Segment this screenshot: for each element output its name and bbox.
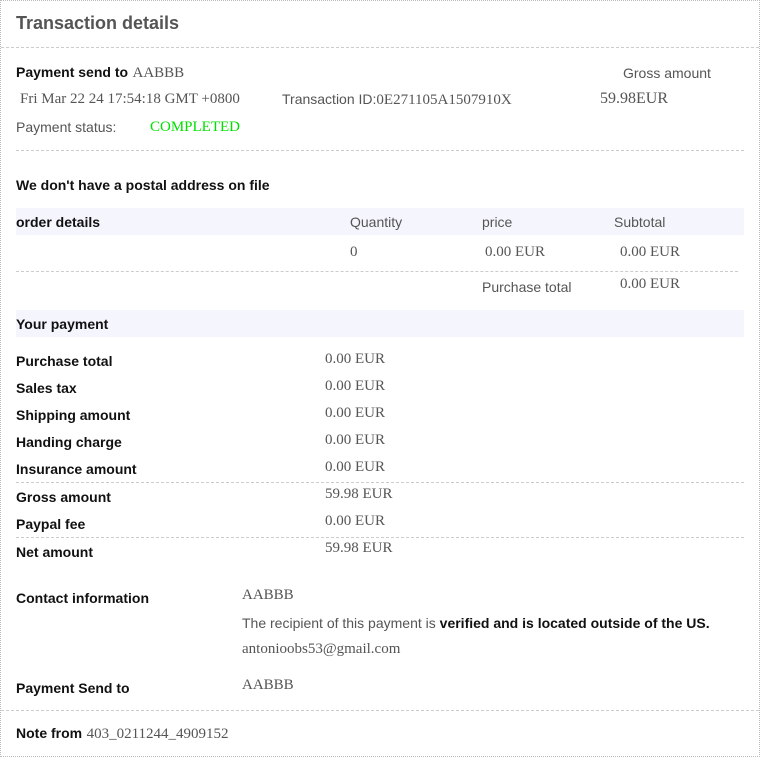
payment-row-value: 59.98 EUR	[325, 486, 393, 502]
send-to-label: Payment send to	[16, 64, 129, 80]
purchase-total-value: 0.00 EUR	[620, 276, 680, 292]
payment-row-label: Sales tax	[16, 380, 77, 396]
payment-row-label: Paypal fee	[16, 516, 86, 532]
note-from: Note from 403_0211244_4909152	[16, 725, 229, 743]
payment-row-value: 59.98 EUR	[325, 540, 393, 556]
payment-row-label: Insurance amount	[16, 461, 137, 477]
payment-row-value: 0.00 EUR	[325, 378, 385, 394]
order-header-details: order details	[16, 214, 101, 230]
send-to-value: AABBB	[132, 65, 185, 81]
payment-status-badge: COMPLETED	[150, 119, 240, 135]
transaction-date: Fri Mar 22 24 17:54:18 GMT +0800	[20, 91, 240, 107]
order-subtotal: 0.00 EUR	[620, 244, 680, 260]
payment-row-value: 0.00 EUR	[325, 432, 385, 448]
order-header-quantity: Quantity	[350, 214, 403, 230]
payment-send-to: Payment send to AABBB	[16, 64, 184, 82]
payment-send-to-label: Payment Send to	[16, 680, 130, 696]
payment-row-label: Gross amount	[16, 489, 111, 505]
gross-amount-value: 59.98EUR	[600, 90, 668, 107]
recipient-verification-notice: The recipient of this payment is verifie…	[242, 615, 710, 631]
divider	[16, 482, 744, 483]
payment-row-label: Purchase total	[16, 353, 113, 369]
order-header	[16, 208, 744, 235]
your-payment-header	[16, 310, 744, 337]
payment-row-value: 0.00 EUR	[325, 459, 385, 475]
transaction-id: Transaction ID:0E271105A1507910X	[282, 91, 512, 109]
order-price: 0.00 EUR	[485, 244, 545, 260]
contact-information-label: Contact information	[16, 590, 149, 606]
payment-row-label: Handing charge	[16, 434, 122, 450]
payment-status-label: Payment status:	[16, 119, 117, 135]
gross-amount-label: Gross amount	[623, 65, 711, 81]
order-header-subtotal: Subtotal	[614, 214, 666, 230]
payment-send-to-value: AABBB	[242, 677, 294, 693]
notice-bold: verified and is located outside of the U…	[439, 615, 710, 631]
note-from-label: Note from	[16, 725, 83, 741]
divider	[16, 271, 738, 272]
transaction-id-label: Transaction ID:	[282, 91, 377, 107]
order-quantity: 0	[350, 244, 358, 260]
contact-email[interactable]: antonioobs53@gmail.com	[242, 641, 401, 657]
notice-prefix: The recipient of this payment is	[242, 615, 440, 631]
postal-notice: We don't have a postal address on file	[16, 177, 270, 193]
your-payment-heading: Your payment	[16, 316, 109, 332]
divider	[1, 47, 759, 48]
payment-row-label: Net amount	[16, 544, 93, 560]
payment-row-value: 0.00 EUR	[325, 513, 385, 529]
divider	[1, 710, 759, 711]
contact-name: AABBB	[242, 587, 294, 603]
payment-row-label: Shipping amount	[16, 407, 131, 423]
divider	[16, 537, 744, 538]
payment-row-value: 0.00 EUR	[325, 351, 385, 367]
purchase-total-label: Purchase total	[482, 279, 572, 295]
transaction-id-value: 0E271105A1507910X	[376, 92, 512, 108]
order-header-price: price	[482, 214, 513, 230]
payment-row-value: 0.00 EUR	[325, 405, 385, 421]
page-title: Transaction details	[16, 13, 180, 33]
divider	[16, 150, 744, 151]
note-from-value: 403_0211244_4909152	[86, 726, 229, 742]
